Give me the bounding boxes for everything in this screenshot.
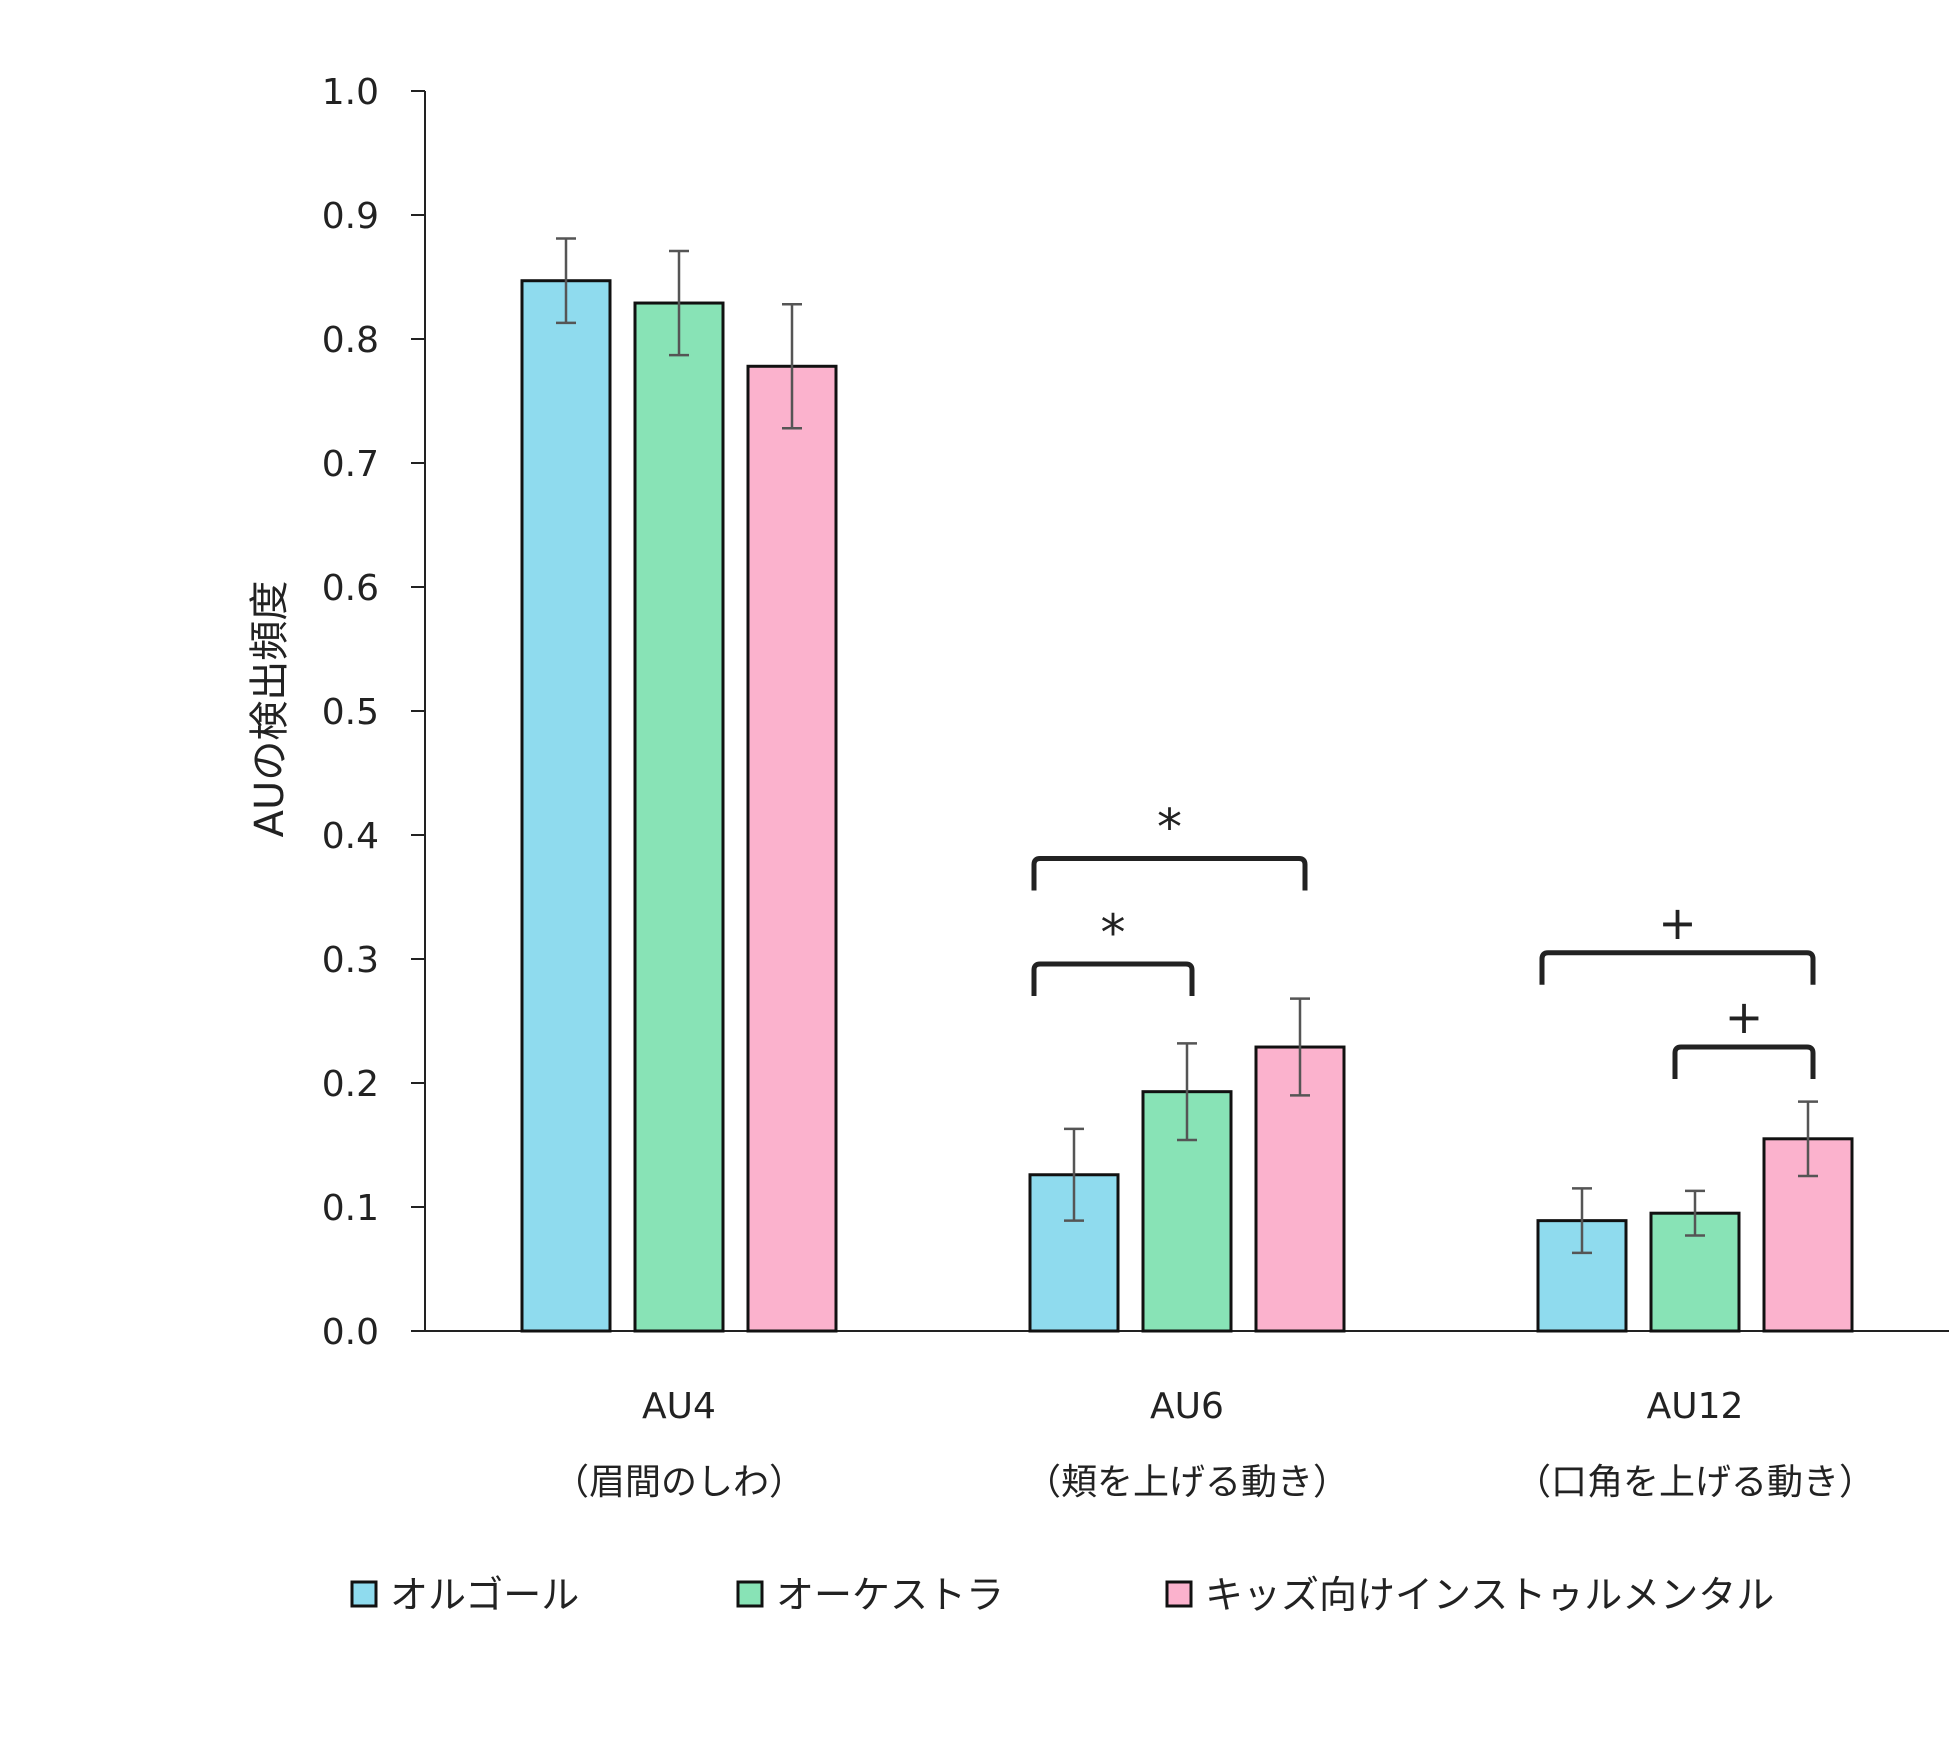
y-tick-label: 0.4 — [322, 816, 379, 857]
y-tick-label: 0.1 — [322, 1188, 379, 1229]
y-tick-label: 0.6 — [322, 568, 379, 609]
significance-bracket — [1672, 1044, 1816, 1080]
legend: オルゴール オーケストラ キッズ向けインストゥルメンタル — [350, 1573, 1774, 1617]
significance-annotations: * * + + — [1031, 799, 1816, 1080]
x-axis-labels: AU4 （眉間のしわ） AU6 （頬を上げる動き） AU12 （口角を上げる動き） — [553, 1386, 1875, 1503]
bar-2-0 — [746, 364, 838, 1333]
bar-1-0 — [633, 301, 725, 1333]
legend-label: キッズ向けインストゥルメンタル — [1205, 1573, 1774, 1617]
x-tick-label: AU6 — [1150, 1386, 1224, 1427]
legend-swatch-1 — [736, 1580, 764, 1608]
significance-label: * — [1101, 904, 1126, 962]
significance-bracket — [1031, 856, 1308, 891]
y-tick-label: 0.2 — [322, 1064, 379, 1105]
y-tick-label: 0.9 — [322, 196, 379, 237]
bars — [520, 237, 1854, 1333]
legend-swatch-2 — [1165, 1580, 1193, 1608]
x-tick-sublabel: （口角を上げる動き） — [1515, 1462, 1875, 1503]
significance-label: + — [1658, 896, 1697, 950]
y-tick-label: 0.8 — [322, 320, 379, 361]
y-tick-label: 1.0 — [322, 72, 379, 113]
significance-label: * — [1157, 799, 1182, 857]
significance-bracket — [1539, 950, 1816, 985]
y-tick-label: 0.3 — [322, 940, 379, 981]
x-tick-sublabel: （頬を上げる動き） — [1025, 1462, 1349, 1503]
y-tick-label: 0.0 — [322, 1312, 379, 1353]
y-tick-label: 0.5 — [322, 692, 379, 733]
bar-0-0 — [520, 279, 612, 1333]
legend-swatch-0 — [350, 1580, 378, 1608]
bar-2-1 — [1254, 1045, 1346, 1333]
y-axis-title: AUの検出頻度 — [247, 581, 293, 838]
legend-label: オーケストラ — [776, 1573, 1004, 1617]
y-tick-label: 0.7 — [322, 444, 379, 485]
x-tick-label: AU4 — [642, 1386, 716, 1427]
bar-0-1 — [1028, 1173, 1120, 1333]
x-tick-sublabel: （眉間のしわ） — [553, 1462, 805, 1503]
x-tick-label: AU12 — [1647, 1386, 1744, 1427]
axes: 0.0 0.1 0.2 0.3 0.4 0.5 0.6 0.7 0.8 0.9 1.0 — [322, 72, 1949, 1353]
significance-label: + — [1725, 990, 1764, 1044]
significance-bracket — [1031, 961, 1195, 996]
legend-label: オルゴール — [390, 1573, 579, 1617]
